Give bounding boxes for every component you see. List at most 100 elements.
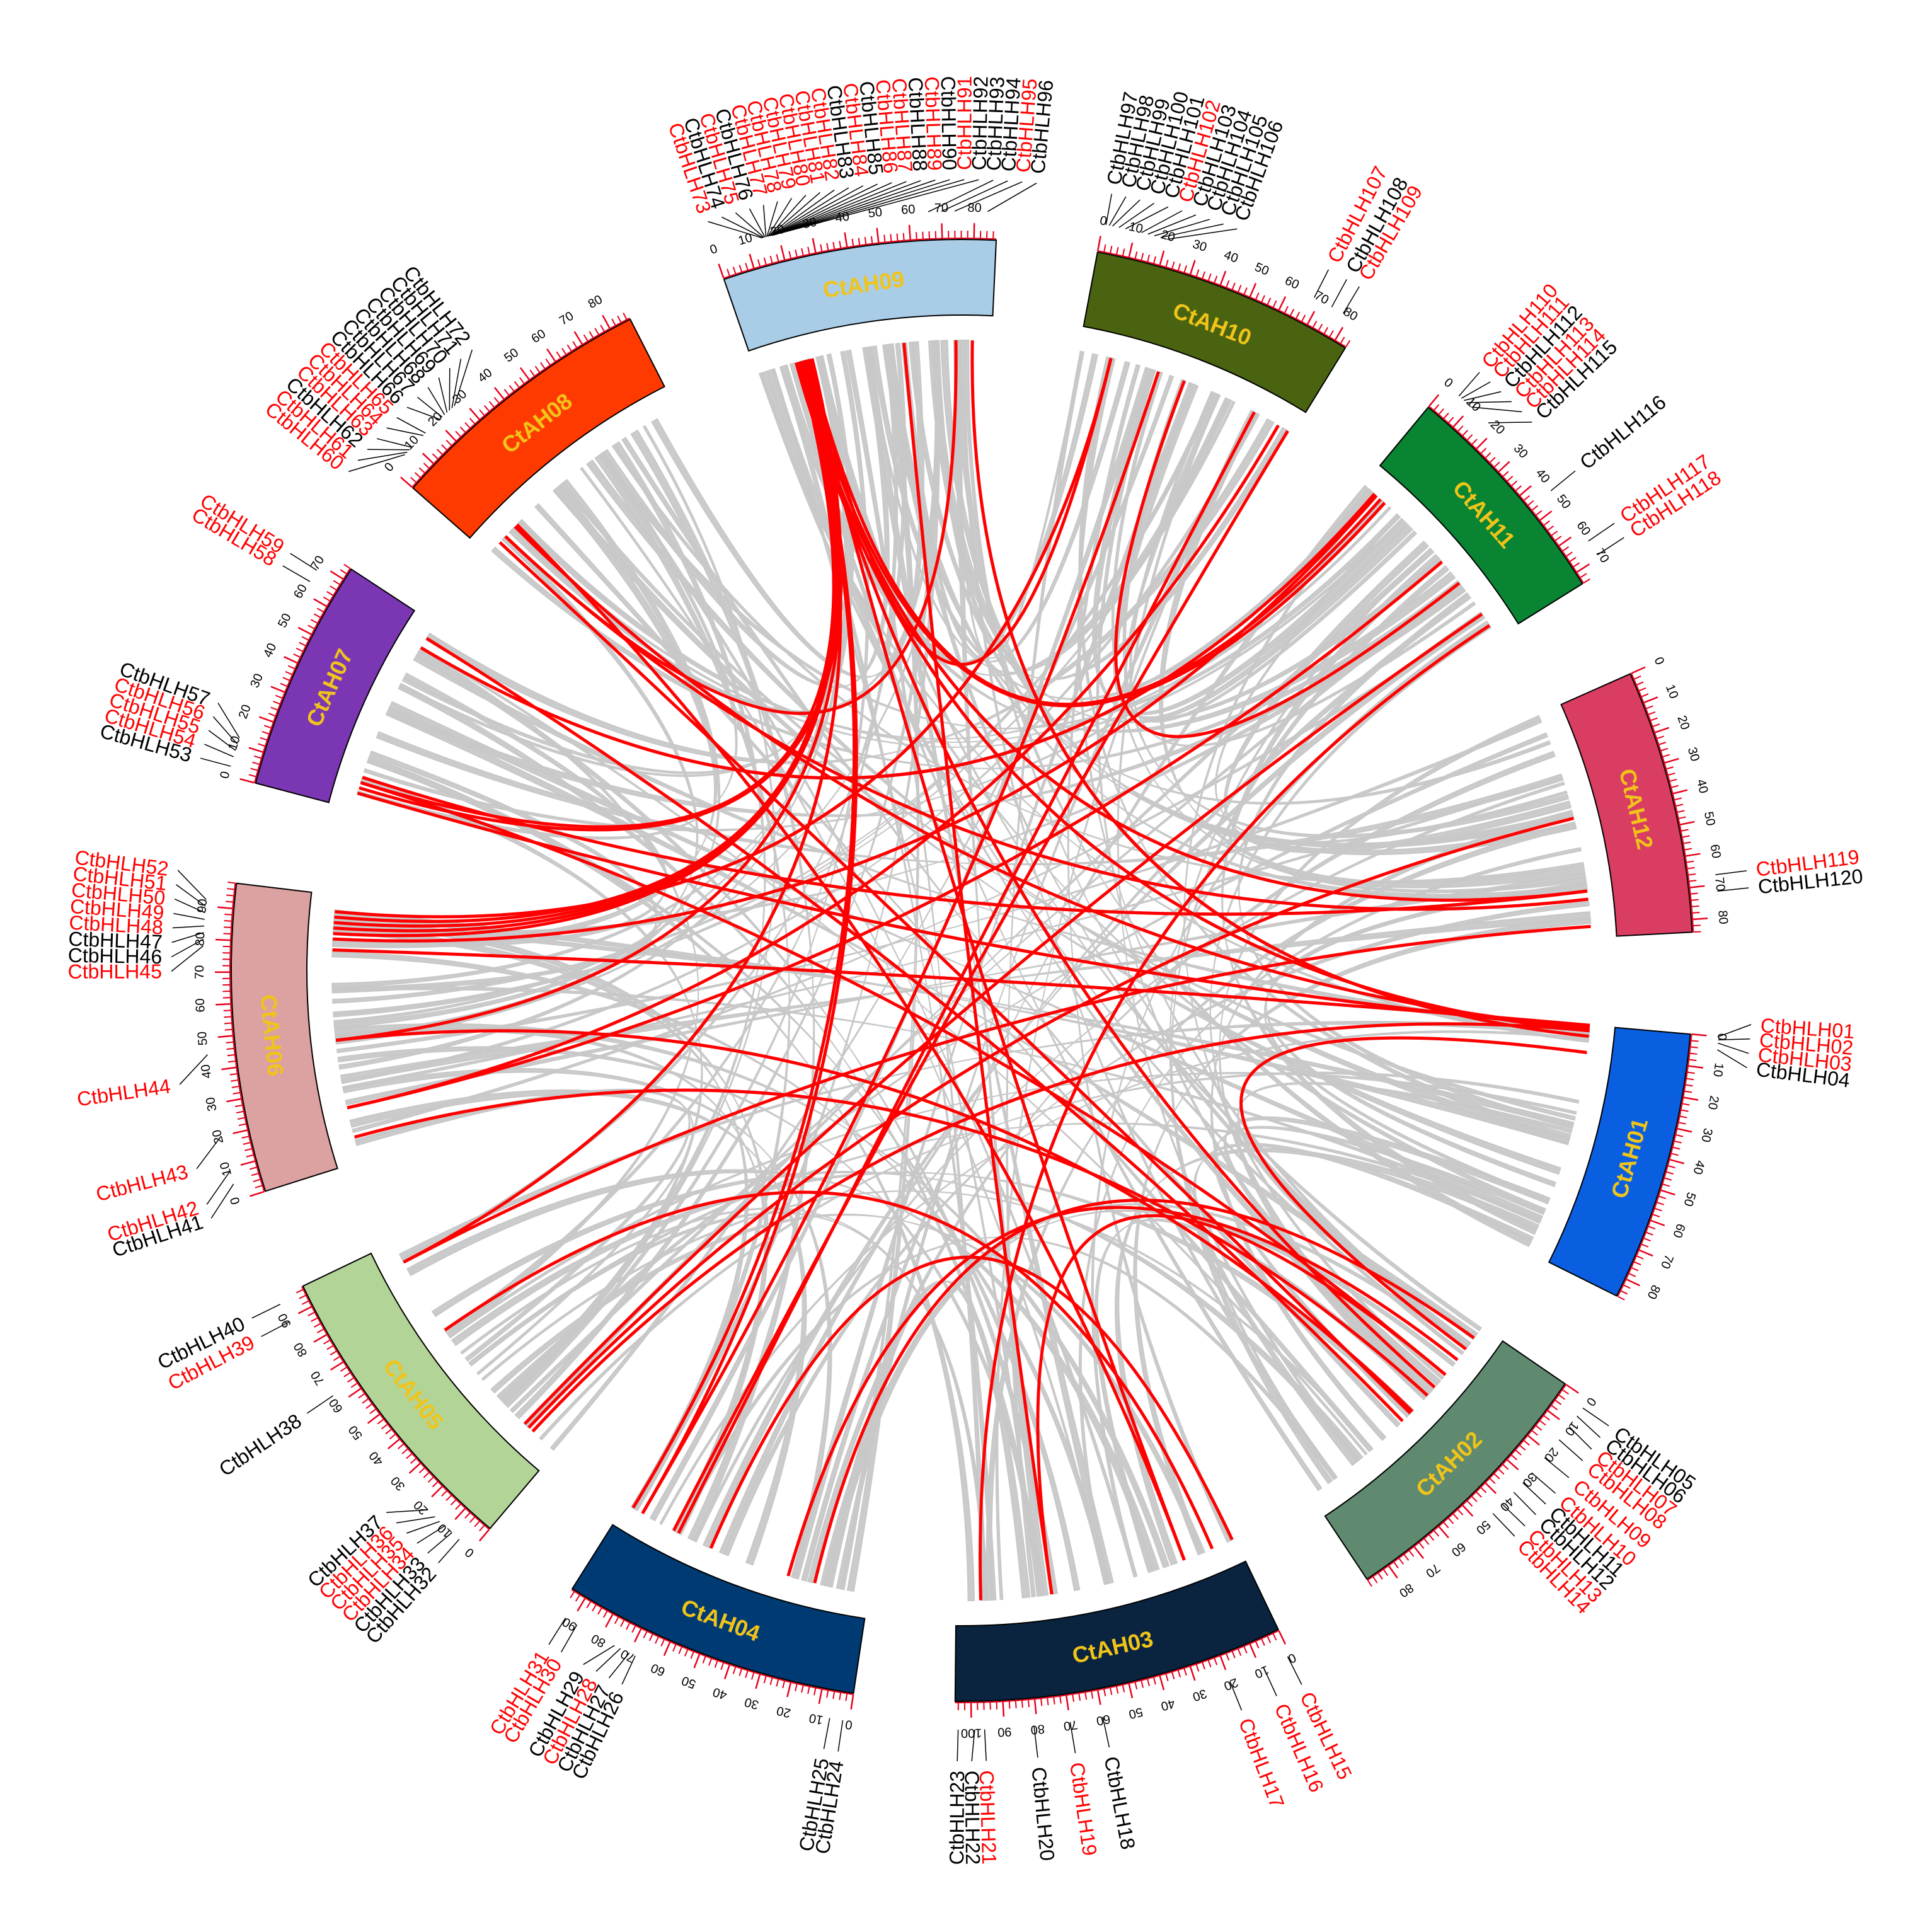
- tick-mark: [1493, 461, 1500, 468]
- tick-mark: [583, 334, 589, 342]
- tick-label: 70: [1712, 877, 1727, 892]
- gene-label-ctbhlh23: CtbHLH23: [945, 1771, 968, 1865]
- tick-mark: [343, 1372, 351, 1377]
- gene-leader-line: [1471, 406, 1522, 413]
- tick-mark: [1686, 860, 1694, 863]
- tick-mark: [493, 397, 500, 404]
- chromosome-ctah08: [412, 318, 665, 539]
- gray-link: [928, 340, 1443, 723]
- tick-mark: [406, 1453, 413, 1459]
- tick-mark: [1318, 323, 1323, 331]
- gene-label-ctbhlh93: CtbHLH93: [982, 76, 1009, 171]
- tick-mark: [427, 1476, 434, 1483]
- tick-mark: [839, 1692, 842, 1700]
- tick-mark: [519, 377, 525, 384]
- gray-link: [1221, 553, 1538, 1235]
- tick-mark: [1475, 437, 1488, 450]
- gray-link: [1115, 1147, 1540, 1566]
- gray-link: [955, 339, 1532, 1248]
- tick-mark: [285, 670, 293, 676]
- tick-mark: [745, 263, 749, 271]
- gene-leader-line: [396, 417, 426, 434]
- tick-mark: [1452, 415, 1464, 428]
- tick-mark: [469, 408, 481, 420]
- tick-label: 60: [1283, 273, 1302, 292]
- tick-mark: [1398, 1558, 1405, 1565]
- tick-mark: [330, 1350, 337, 1356]
- tick-mark: [445, 439, 452, 446]
- tick-label: 60: [326, 1396, 346, 1415]
- gene-leader-line: [1263, 1667, 1277, 1696]
- tick-mark: [1433, 404, 1440, 411]
- red-link: [523, 612, 1483, 1425]
- tick-mark: [226, 1041, 234, 1044]
- gray-link: [887, 343, 1588, 899]
- gene-leader-line: [206, 1171, 231, 1205]
- gene-label-ctbhlh91: CtbHLH91: [953, 76, 975, 170]
- gene-leader-line: [1492, 1513, 1515, 1537]
- tick-mark: [1418, 1542, 1425, 1550]
- tick-mark: [1103, 1688, 1106, 1696]
- gene-label-ctbhlh38: CtbHLH38: [215, 1409, 306, 1480]
- tick-mark: [445, 1495, 452, 1502]
- tick-mark: [738, 1668, 743, 1676]
- red-link: [1239, 1036, 1587, 1350]
- chromosome-ctah06: [231, 882, 338, 1192]
- tick-mark: [820, 244, 823, 252]
- gene-leader-line: [1102, 1716, 1110, 1748]
- tick-mark: [1527, 1434, 1540, 1446]
- gray-link: [807, 750, 1556, 1584]
- tick-mark: [1641, 693, 1649, 698]
- tick-mark: [1502, 471, 1509, 478]
- gene-leader-line: [762, 205, 767, 237]
- tick-mark: [1675, 803, 1684, 807]
- tick-mark: [223, 926, 232, 928]
- tick-mark: [545, 358, 551, 366]
- tick-mark: [600, 325, 605, 332]
- gray-link: [1237, 1081, 1573, 1350]
- tick-mark: [1669, 778, 1677, 782]
- tick-mark: [422, 452, 435, 464]
- tick-mark: [233, 1091, 241, 1095]
- tick-mark: [280, 682, 288, 687]
- gene-leader-line: [251, 1304, 281, 1319]
- tick-mark: [1334, 326, 1344, 341]
- tick-label: 50: [502, 346, 521, 365]
- tick-mark: [1664, 1177, 1672, 1181]
- gray-link: [1096, 369, 1427, 1401]
- gene-label-ctbhlh21: CtbHLH21: [975, 1770, 1001, 1865]
- tick-label: 80: [1396, 1580, 1416, 1600]
- tick-mark: [1202, 1662, 1205, 1670]
- tick-mark: [1021, 1700, 1023, 1708]
- gene-leader-line: [774, 182, 892, 236]
- gene-leader-line: [1466, 401, 1512, 403]
- tick-mark: [1091, 1691, 1094, 1699]
- tick-mark: [437, 449, 443, 456]
- tick-mark: [597, 1607, 602, 1615]
- tick-label: 20: [1705, 1095, 1721, 1111]
- tick-mark: [297, 1306, 313, 1314]
- tick-mark: [389, 1434, 396, 1440]
- tick-mark: [795, 250, 798, 258]
- tick-axis: [301, 1286, 490, 1530]
- tick-mark: [575, 1594, 580, 1602]
- tick-mark: [432, 1481, 439, 1488]
- tick-mark: [1692, 917, 1708, 921]
- gene-label-ctbhlh44: CtbHLH44: [76, 1074, 172, 1110]
- tick-label: 0: [1652, 655, 1667, 667]
- gene-leader-line: [1718, 1042, 1749, 1054]
- tick-mark: [1171, 1672, 1175, 1680]
- gene-leader-line: [1582, 1407, 1609, 1427]
- tick-label: 0: [708, 242, 720, 257]
- tick-mark: [611, 318, 616, 326]
- chromosome-ctah10: [1083, 251, 1347, 413]
- tick-mark: [708, 1658, 713, 1666]
- tick-mark: [454, 1507, 466, 1521]
- tick-mark: [1665, 766, 1674, 770]
- tick-mark: [250, 1190, 265, 1197]
- tick-mark: [1527, 500, 1534, 506]
- tick-mark: [763, 257, 767, 265]
- tick-mark: [1147, 254, 1151, 263]
- gene-leader-line: [200, 757, 231, 767]
